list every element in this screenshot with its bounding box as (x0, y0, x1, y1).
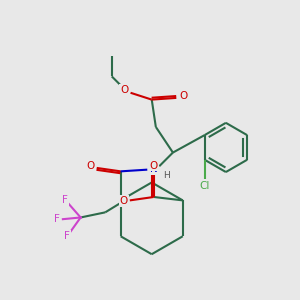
Text: O: O (120, 85, 128, 95)
Text: O: O (179, 91, 187, 101)
Text: O: O (119, 196, 128, 206)
Text: F: F (54, 214, 60, 224)
Text: F: F (62, 195, 68, 206)
Text: O: O (150, 160, 158, 170)
Text: H: H (163, 171, 170, 180)
Text: F: F (64, 231, 70, 241)
Text: O: O (86, 161, 95, 171)
Text: Cl: Cl (200, 181, 210, 191)
Text: N: N (150, 164, 157, 174)
